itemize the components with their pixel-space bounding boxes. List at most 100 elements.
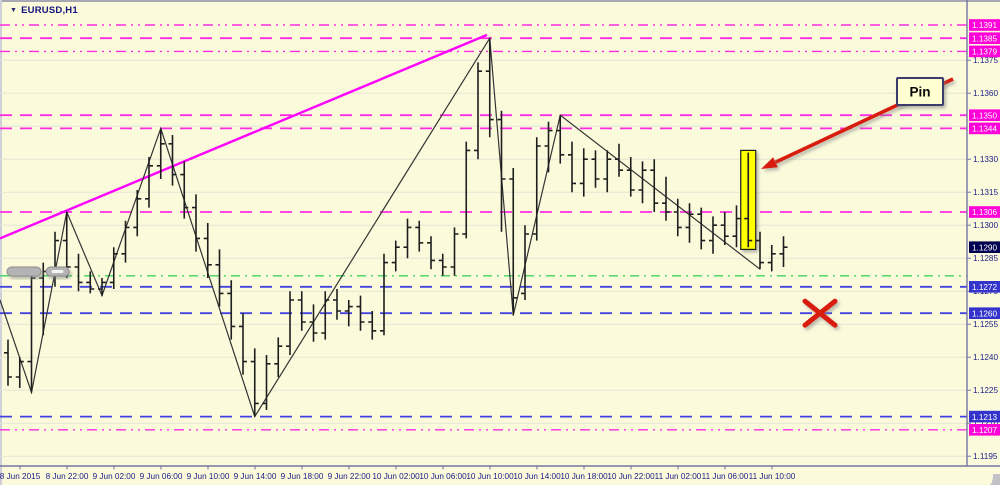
price-level-label-box (969, 281, 1000, 293)
ohlc-bar (720, 212, 729, 245)
pin-label-group[interactable]: Pin (896, 77, 944, 106)
ohlc-bar (662, 176, 670, 221)
ohlc-bar (156, 128, 165, 179)
time-axis-label: 11 Jun 06:00 (702, 472, 749, 481)
drag-handle[interactable] (6, 266, 42, 277)
ohlc-bar (450, 227, 459, 276)
price-level-label: 1.1379 (972, 48, 997, 57)
ohlc-bar (427, 236, 435, 270)
ohlc-bar (673, 198, 682, 237)
symbol-label[interactable]: ▼ EURUSD,H1 (10, 5, 78, 16)
ohlc-bar (262, 355, 271, 410)
ohlc-bar (239, 313, 247, 375)
arrow-head (761, 157, 778, 169)
ohlc-bar (568, 141, 576, 193)
window-corner (989, 474, 1000, 485)
ohlc-bar (391, 240, 400, 272)
price-axis-label: 1.1375 (973, 56, 998, 65)
time-axis-label: 11 Jun 10:00 (749, 472, 796, 481)
ohlc-bar (615, 143, 623, 177)
ohlc-bar (415, 220, 424, 252)
ohlc-bar (462, 141, 471, 239)
price-level-label: 1.1385 (972, 34, 997, 43)
ohlc-bar (215, 249, 224, 307)
ohlc-bar (333, 289, 341, 320)
price-axis-label: 1.1210 (973, 419, 998, 428)
ohlc-bar (591, 150, 600, 188)
price-level-label-box (969, 109, 1000, 121)
current-price-label: 1.1290 (972, 243, 997, 252)
price-level-label-box (969, 122, 1000, 135)
time-axis-label: 9 Jun 10:00 (187, 472, 230, 481)
price-level-label: 1.1260 (972, 309, 997, 318)
ohlc-bar (203, 223, 212, 278)
time-axis-label: 9 Jun 14:00 (234, 472, 277, 481)
time-axis-label: 9 Jun 06:00 (140, 472, 183, 481)
object-handles[interactable] (6, 266, 70, 277)
ohlc-bar (556, 115, 565, 164)
ohlc-bar (227, 280, 236, 340)
ohlc-bar (15, 357, 24, 388)
time-axis-labels: 8 Jun 2015 8 Jun 22:00 9 Jun 02:00 9 Jun 06… (0, 466, 796, 481)
ohlc-bar (438, 253, 447, 276)
ohlc-bar (474, 62, 482, 160)
price-level-label-box (969, 32, 1000, 44)
pin-label-box[interactable] (896, 77, 944, 106)
ohlc-bar (86, 271, 95, 294)
ohlc-bar (4, 339, 12, 386)
price-level-label-box (969, 424, 1000, 436)
ohlc-bar (485, 38, 494, 138)
time-axis-label: 10 Jun 10:00 (466, 472, 514, 481)
ohlc-bar (356, 295, 365, 331)
ohlc-bar (509, 168, 518, 316)
price-axis-label: 1.1195 (973, 452, 998, 461)
ohlc-bar (274, 337, 283, 377)
price-level-label-box (969, 241, 1000, 253)
sr-segments[interactable] (245, 35, 961, 420)
time-axis-label: 9 Jun 18:00 (281, 472, 324, 481)
price-axis-label: 1.1240 (973, 353, 998, 362)
time-axis-label: 10 Jun 22:00 (607, 472, 655, 481)
ohlc-bar (532, 137, 541, 241)
trend-line[interactable] (0, 33, 488, 240)
price-axis-labels: 1.1375 1.1360 1.1330 1.1315 1.1300 1.1285 1.12… (967, 19, 1000, 461)
price-level-label: 1.1207 (972, 426, 997, 435)
ohlc-bar (74, 253, 83, 292)
ohlc-bar (145, 157, 153, 208)
ohlc-bars (4, 38, 788, 417)
ohlc-bar (321, 291, 330, 340)
ohlc-bar (697, 207, 706, 250)
chevron-down-icon[interactable]: ▼ (10, 7, 18, 14)
price-level-label: 1.1391 (972, 21, 997, 30)
time-axis-label: 8 Jun 2015 (0, 472, 41, 481)
ohlc-bar (309, 304, 318, 342)
price-level-label-box (969, 410, 1000, 423)
price-axis-label: 1.1225 (973, 386, 998, 395)
price-axis-label: 1.1285 (973, 254, 998, 263)
ohlc-bar (626, 157, 635, 197)
ohlc-bar (109, 247, 118, 289)
x-mark[interactable] (802, 298, 838, 328)
price-level-label: 1.1272 (972, 283, 997, 292)
ohlc-bar (27, 269, 36, 393)
ohlc-bar (62, 212, 71, 278)
trend-line-group[interactable] (0, 33, 488, 240)
price-level-label: 1.1306 (972, 208, 997, 217)
time-axis-label: 9 Jun 22:00 (328, 472, 371, 481)
ohlc-bar (250, 348, 259, 417)
grid-lines (0, 59, 967, 457)
x-mark-group[interactable] (802, 298, 838, 328)
price-level-label-box (969, 45, 1000, 58)
drag-handle-dash (51, 270, 64, 273)
ohlc-bar (403, 218, 412, 259)
ohlc-bar (638, 161, 647, 204)
price-axis-label: 1.1300 (973, 221, 998, 230)
ohlc-bar (98, 278, 106, 296)
time-axis-label: 10 Jun 06:00 (419, 472, 467, 481)
ohlc-bar (650, 159, 659, 212)
price-level-label-box (969, 19, 1000, 31)
time-axis-label: 10 Jun 02:00 (372, 472, 420, 481)
price-level-label: 1.1213 (972, 413, 997, 422)
